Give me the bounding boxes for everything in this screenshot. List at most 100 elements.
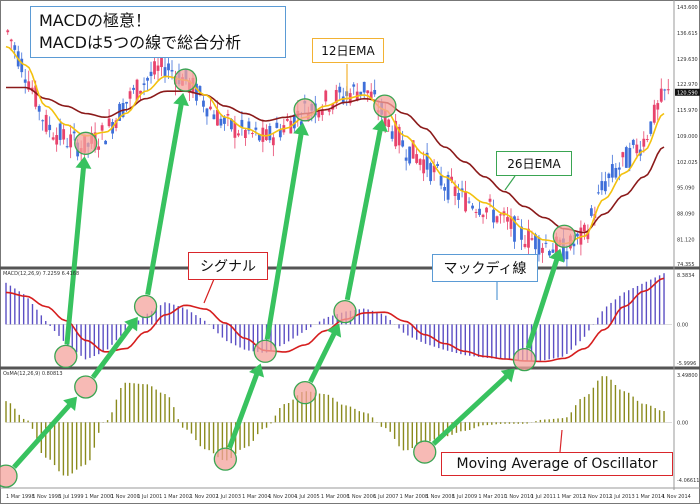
price-candle: [107, 118, 111, 127]
price-candle: [27, 81, 31, 90]
green-arrow-shaft: [227, 368, 261, 449]
price-candle: [104, 140, 108, 145]
price-candle: [317, 111, 321, 118]
price-candle: [492, 209, 495, 223]
title-line-1: MACDの極意！: [39, 11, 151, 30]
price-candle: [264, 129, 268, 141]
price-candle: [359, 91, 363, 95]
price-candle: [439, 175, 443, 186]
y-tick-label: 102.025: [677, 160, 698, 166]
price-candle: [334, 89, 338, 104]
price-candle: [373, 89, 377, 95]
price-candle: [467, 201, 471, 203]
price-candle: [240, 119, 244, 128]
highlight-circle: [333, 299, 357, 324]
price-candle: [233, 122, 237, 138]
price-candle: [219, 118, 223, 126]
price-candle: [135, 79, 139, 101]
price-candle: [275, 122, 279, 128]
green-arrow-shaft: [264, 128, 305, 340]
price-candle: [268, 126, 272, 141]
price-candle: [58, 123, 62, 140]
y-tick-label: 95.090: [677, 186, 695, 192]
y-tick-label: 81.120: [677, 238, 695, 244]
price-candle: [320, 109, 324, 115]
price-candle: [666, 89, 670, 91]
highlight-circle: [253, 339, 277, 363]
price-candle: [555, 236, 558, 256]
price-candle: [6, 30, 10, 33]
price-candle: [513, 216, 516, 242]
green-arrow-head: [500, 368, 515, 383]
x-tick-label: 1 Jul 2003: [216, 494, 241, 500]
y-tick-label: 88.090: [677, 212, 695, 218]
price-candle: [617, 167, 621, 170]
last-price-tag: [675, 88, 700, 96]
price-candle: [114, 120, 118, 128]
price-candle: [247, 121, 251, 131]
price-candle: [544, 242, 548, 244]
ema12-callout: 12日EMA: [312, 38, 384, 63]
price-candle: [530, 238, 534, 240]
price-candle: [429, 163, 433, 182]
price-candle: [292, 114, 296, 129]
price-candle: [209, 106, 212, 110]
price-candle: [411, 140, 415, 159]
price-candle: [139, 90, 142, 94]
price-candle: [167, 63, 170, 71]
osma-callout: Moving Average of Oscillator: [441, 452, 673, 476]
price-candle: [614, 167, 618, 178]
price-candle: [506, 217, 509, 222]
x-tick-label: 1 Nov 2008: [426, 494, 455, 500]
price-candle: [142, 83, 146, 86]
price-candle: [153, 61, 156, 75]
x-tick-label: 1 Nov 2000: [111, 494, 140, 500]
price-candle: [659, 88, 663, 102]
price-candle: [44, 114, 48, 132]
signal-line: [5, 277, 665, 363]
price-candle: [9, 39, 13, 42]
price-candle: [338, 86, 342, 93]
x-tick-label: 1 Jul 2001: [137, 494, 162, 500]
y-tick-label: 0.00: [677, 420, 688, 426]
price-candle: [100, 125, 104, 131]
price-candle: [565, 251, 569, 260]
price-candle: [128, 91, 132, 99]
price-candle: [474, 211, 478, 213]
price-candle: [408, 146, 412, 164]
price-candle: [390, 131, 394, 139]
price-candle: [125, 101, 128, 104]
green-arrow-head: [372, 118, 388, 133]
highlight-circle: [54, 344, 78, 369]
price-candle: [607, 173, 611, 179]
price-candle: [628, 147, 632, 168]
price-candle: [156, 65, 160, 71]
highlight-circle: [373, 94, 397, 118]
price-candle: [621, 152, 625, 158]
price-candle: [352, 84, 356, 87]
x-tick-label: 1 Nov 2014: [662, 494, 691, 500]
price-candle: [243, 129, 247, 139]
x-tick-label: 1 Nov 1998: [32, 494, 61, 500]
price-candle: [237, 133, 240, 136]
x-tick-label: 1 Nov 2002: [190, 494, 219, 500]
price-candle: [478, 208, 481, 215]
price-candle: [401, 140, 405, 147]
price-candle: [37, 106, 41, 112]
macd-panel-header: MACD(12,26,9) 7.2259 6.4168: [3, 271, 79, 277]
price-candle: [226, 114, 230, 116]
x-tick-label: 1 Mar 2004: [242, 494, 271, 500]
price-candle: [418, 159, 422, 165]
price-candle: [635, 144, 639, 154]
price-candle: [488, 198, 492, 202]
price-candle: [446, 175, 450, 200]
price-candle: [600, 181, 604, 191]
title-callout: MACDの極意！ MACDは5つの線で総合分析: [30, 6, 286, 58]
price-candle: [72, 131, 76, 134]
price-candle: [450, 176, 453, 181]
price-candle: [436, 164, 440, 167]
price-candle: [415, 154, 419, 163]
